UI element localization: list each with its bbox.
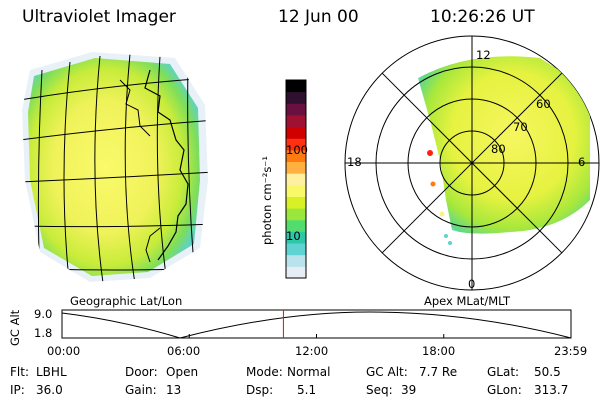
filter-value: LBHL [36,365,67,379]
colorbar-unit-label: photon cm⁻²s⁻¹ [260,156,274,245]
glat-label: GLat: [487,365,520,379]
altitude-tick-low: 1.8 [34,326,53,340]
colorbar-segment [286,149,306,163]
gain-value: 13 [166,383,182,397]
colorbar-segment [286,266,306,279]
colorbar-tick-10: 10 [286,229,301,243]
altitude-ylabel: GC Alt [8,309,22,346]
time-tick-1200: 12:00 [295,344,329,358]
time-label: 10:26:26 UT [430,7,535,27]
glon-label: GLon: [487,383,522,397]
glon-value: 313.7 [534,383,569,397]
colorbar-segment [286,80,306,93]
altitude-plot [61,309,572,339]
time-tick-0000: 00:00 [47,344,81,358]
mode-label: Mode: [246,365,283,379]
lat-label-70: 70 [513,120,528,134]
colorbar-segment [286,91,306,104]
gc-alt-label: GC Alt: [366,365,408,379]
altitude-tick-high: 9.0 [34,307,53,321]
mlt-label-18: 18 [347,155,362,169]
colorbar-segment [286,219,306,232]
colorbar-frame [285,79,307,279]
mlt-label-6: 6 [578,155,586,169]
geographic-map [22,52,208,282]
filter-label: Flt: [10,365,29,379]
time-tick-1800: 18:00 [422,344,456,358]
door-value: Open [166,365,199,379]
colorbar-segment [286,254,306,267]
right-panel-label: Apex MLat/MLT [424,294,511,308]
colorbar-segment [286,173,306,186]
instrument-title: Ultraviolet Imager [22,7,176,27]
colorbar-segment [286,243,306,256]
lat-label-60: 60 [536,97,551,111]
time-tick-2359: 23:59 [554,344,588,358]
mlt-label-12: 12 [476,48,491,62]
ip-label: IP: [10,383,25,397]
lat-label-80: 80 [491,142,506,156]
gain-label: Gain: [125,383,157,397]
colorbar-segment [286,208,306,221]
ip-value: 36.0 [36,383,63,397]
colorbar-segment [286,138,306,151]
colorbar-segment [286,103,306,116]
gc-alt-value: 7.7 Re [419,365,458,379]
colorbar-segment [286,231,306,244]
dsp-value: 5.1 [297,383,317,397]
dsp-label: Dsp: [246,383,274,397]
glat-value: 50.5 [534,365,561,379]
colorbar-segment [286,114,306,128]
colorbar-segment [286,196,306,209]
colorbar-segment [286,126,306,139]
colorbar-segment [286,184,306,197]
mlt-label-0: 0 [468,277,476,291]
mode-value: Normal [287,365,331,379]
seq-label: Seq: [366,383,393,397]
date-label: 12 Jun 00 [278,7,359,27]
color-scale-bar [285,79,307,279]
time-tick-0600: 06:00 [167,344,201,358]
left-panel-label: Geographic Lat/Lon [70,294,183,308]
colorbar-segment [286,161,306,174]
door-label: Door: [125,365,158,379]
colorbar-tick-100: 100 [286,143,308,157]
seq-value: 39 [401,383,417,397]
apex-polar-plot [344,35,600,291]
